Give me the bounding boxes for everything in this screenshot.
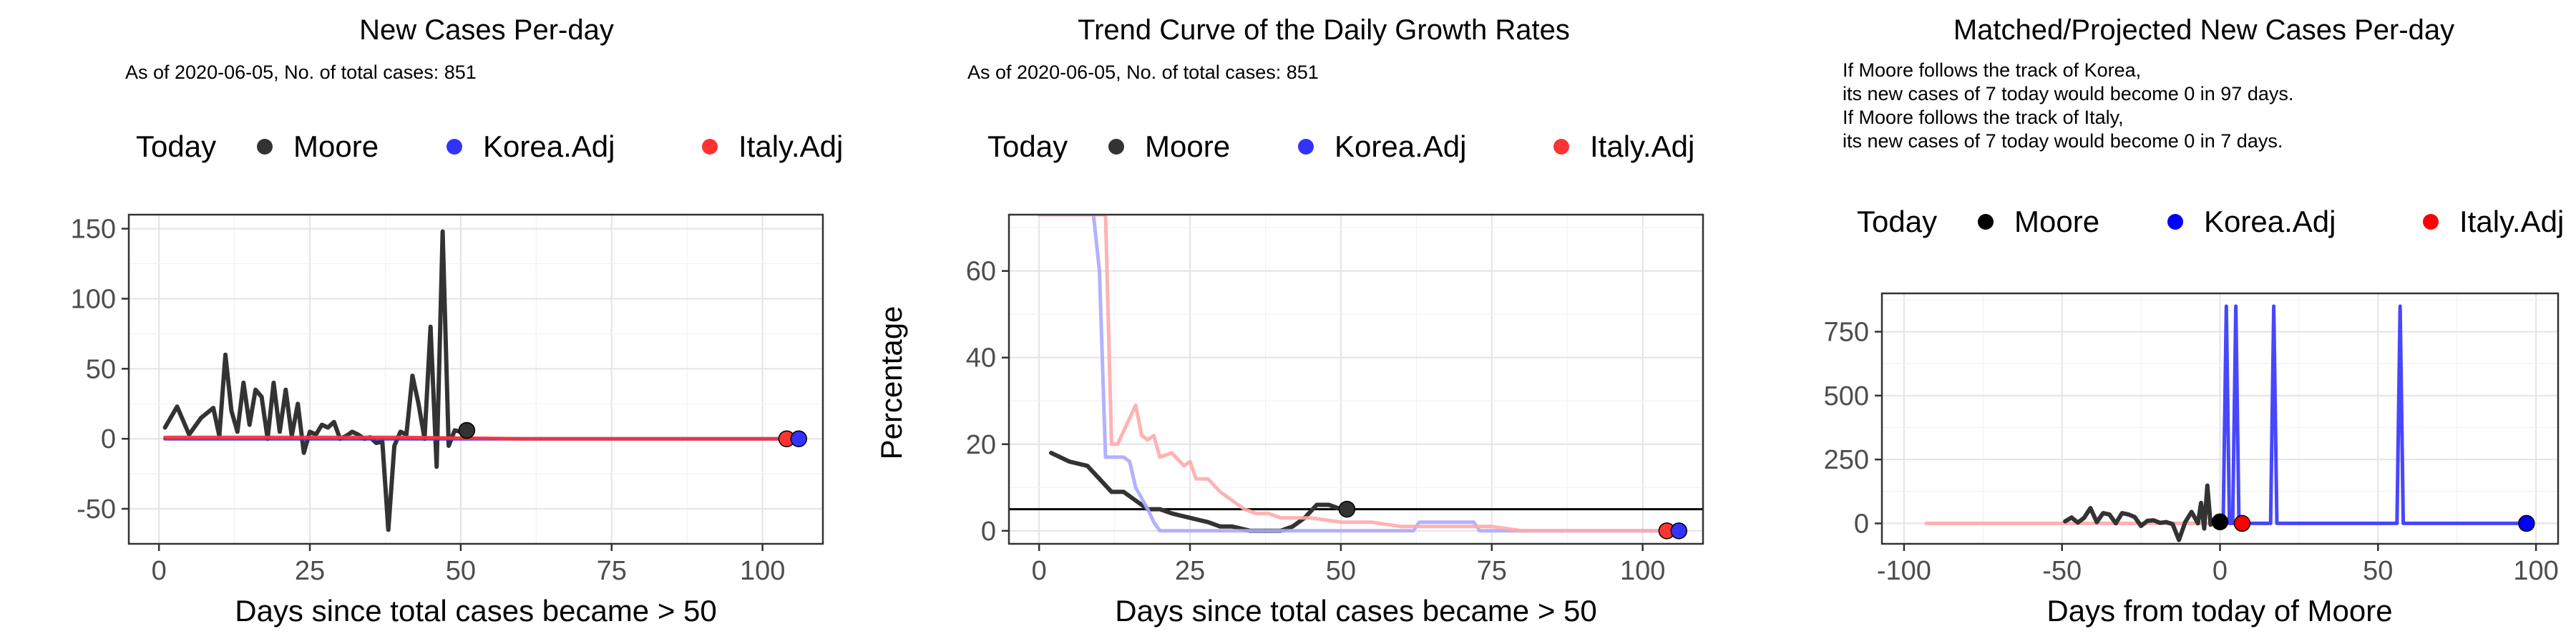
legend-label-korea-adj: Korea.Adj (2204, 205, 2336, 238)
chart-subtitle: As of 2020-06-05, No. of total cases: 85… (125, 62, 477, 83)
legend-label-italy-adj: Italy.Adj (1590, 130, 1694, 163)
y-tick-label: 60 (966, 257, 996, 287)
legend-marker-korea-adj (2167, 214, 2183, 230)
legend-item-korea-adj: Korea.Adj (2167, 205, 2336, 238)
series-line-italy-adj (1037, 215, 1669, 533)
legend-marker-korea-adj (1298, 139, 1314, 155)
chart-growth-rate-trend: Trend Curve of the Daily Growth Rates As … (874, 14, 1704, 628)
legend-label-korea-adj: Korea.Adj (1335, 130, 1466, 163)
legend: Today Moore Korea.Adj Italy.Adj (1857, 205, 2564, 238)
today-point-moore (1338, 500, 1356, 518)
x-tick-label: 50 (446, 556, 476, 586)
chart-subtitle-line: If Moore follows the track of Italy, (1843, 107, 2124, 128)
series-line-moore (2063, 483, 2223, 542)
legend-label-moore: Moore (2014, 205, 2099, 238)
legend-label-korea-adj: Korea.Adj (483, 130, 615, 163)
plot-area (1009, 215, 1703, 540)
plot-area (1924, 304, 2535, 542)
legend-marker-italy-adj (702, 139, 718, 155)
legend: Today Moore Korea.Adj Italy.Adj (136, 130, 843, 163)
today-point-korea-adj (1670, 522, 1688, 540)
y-tick-label: 0 (981, 517, 996, 547)
x-tick-label: 100 (2513, 556, 2558, 586)
chart-title: Matched/Projected New Cases Per-day (1953, 14, 2454, 46)
legend-item-italy-adj: Italy.Adj (1553, 130, 1694, 163)
x-tick-label: 100 (1620, 556, 1665, 586)
legend-marker-korea-adj (447, 139, 462, 155)
legend-title: Today (136, 130, 216, 163)
x-tick-label: -50 (2042, 556, 2082, 586)
legend-item-moore: Moore (1978, 205, 2099, 238)
chart-title: Trend Curve of the Daily Growth Rates (1078, 14, 1570, 46)
y-tick-label: 500 (1824, 381, 1869, 411)
today-point-moore (458, 421, 476, 439)
y-axis-title: Percentage (874, 306, 908, 460)
legend-item-moore: Moore (257, 130, 379, 163)
today-point-italy-adj (2233, 514, 2251, 532)
x-tick-label: 0 (1032, 556, 1047, 586)
x-tick-label: 25 (295, 556, 325, 586)
legend-label-italy-adj: Italy.Adj (738, 130, 843, 163)
today-point-korea-adj (790, 430, 808, 447)
x-tick-label: 0 (152, 556, 167, 586)
chart-subtitle-line: its new cases of 7 today would become 0 … (1843, 130, 2283, 152)
y-tick-label: 0 (1854, 509, 1869, 539)
legend-label-italy-adj: Italy.Adj (2459, 205, 2564, 238)
plot-frame (127, 213, 824, 545)
y-tick-label: 20 (966, 430, 996, 460)
legend-title: Today (1857, 205, 1937, 238)
legend-label-moore: Moore (293, 130, 379, 163)
legend-item-korea-adj: Korea.Adj (447, 130, 615, 163)
x-axis-title: Days since total cases became > 50 (235, 594, 717, 628)
legend-item-korea-adj: Korea.Adj (1298, 130, 1466, 163)
series-line-italy-adj (163, 435, 789, 441)
legend-marker-italy-adj (1553, 139, 1569, 155)
x-tick-label: 100 (740, 556, 785, 586)
x-tick-label: -100 (1877, 556, 1931, 586)
x-axis-title: Days from today of Moore (2046, 594, 2392, 628)
plot-area (162, 229, 808, 532)
chart-subtitle-line: its new cases of 7 today would become 0 … (1843, 83, 2293, 104)
x-tick-label: 50 (1326, 556, 1356, 586)
y-tick-label: 750 (1824, 318, 1869, 348)
x-tick-label: 50 (2363, 556, 2393, 586)
grid (1009, 215, 1703, 544)
series-line-korea-adj (1037, 215, 1681, 533)
legend-item-italy-adj: Italy.Adj (2423, 205, 2564, 238)
y-tick-label: 40 (966, 343, 996, 374)
legend-item-italy-adj: Italy.Adj (702, 130, 843, 163)
chart-subtitle-line: If Moore follows the track of Korea, (1843, 59, 2141, 81)
today-point-korea-adj (2518, 514, 2535, 532)
x-tick-label: 25 (1175, 556, 1205, 586)
x-tick-label: 75 (1477, 556, 1507, 586)
y-tick-label: 50 (86, 354, 116, 384)
series-line-moore (1049, 450, 1350, 533)
legend-marker-moore (1978, 214, 1994, 230)
legend-marker-italy-adj (2423, 214, 2439, 230)
y-tick-label: -50 (77, 494, 116, 525)
legend-label-moore: Moore (1145, 130, 1230, 163)
plot-frame (1008, 213, 1704, 545)
chart-new-cases-per-day: New Cases Per-day As of 2020-06-05, No. o… (71, 14, 844, 628)
grid (1882, 293, 2558, 544)
legend-item-moore: Moore (1108, 130, 1230, 163)
chart-title: New Cases Per-day (359, 14, 614, 46)
y-tick-label: 0 (101, 424, 116, 454)
x-tick-label: 0 (2212, 556, 2228, 586)
legend-marker-moore (257, 139, 273, 155)
y-tick-label: 250 (1824, 445, 1869, 475)
legend: Today Moore Korea.Adj Italy.Adj (987, 130, 1694, 163)
chart-subtitle: As of 2020-06-05, No. of total cases: 85… (967, 62, 1319, 83)
y-tick-label: 150 (71, 215, 116, 245)
legend-marker-moore (1108, 139, 1124, 155)
today-point-moore (2211, 513, 2229, 531)
y-tick-label: 100 (71, 284, 116, 314)
x-tick-label: 75 (597, 556, 627, 586)
grid (129, 215, 823, 545)
legend-title: Today (987, 130, 1068, 163)
series-line-korea-adj (2221, 304, 2529, 525)
chart-matched-projected-cases: Matched/Projected New Cases Per-day If Mo… (1824, 14, 2565, 628)
x-axis-title: Days since total cases became > 50 (1115, 594, 1597, 628)
series-line-moore (162, 229, 469, 532)
